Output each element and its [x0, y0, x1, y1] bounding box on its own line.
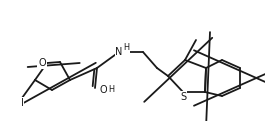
Text: N: N [115, 47, 123, 57]
Text: O: O [99, 85, 107, 95]
Text: S: S [180, 92, 186, 102]
Text: H: H [108, 86, 114, 95]
Text: H: H [123, 44, 129, 53]
Text: O: O [38, 58, 46, 68]
Text: I: I [21, 98, 23, 108]
